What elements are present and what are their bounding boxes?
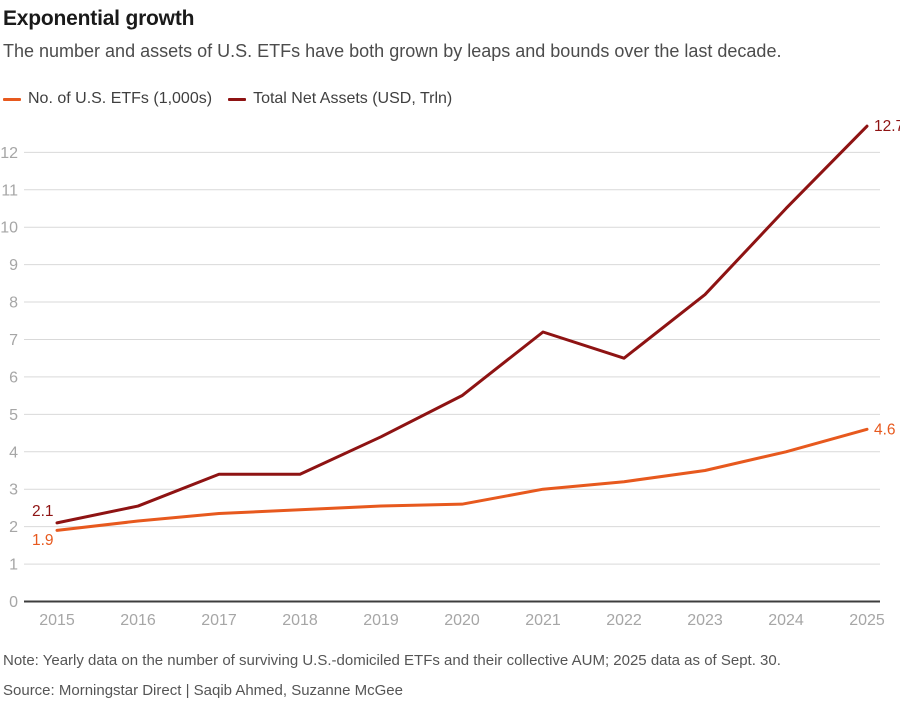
series-first-value-label: 2.1 [32, 503, 54, 520]
y-axis-tick-label: 11 [1, 182, 18, 199]
legend-item-assets: Total Net Assets (USD, Trln) [228, 90, 452, 108]
chart-legend: No. of U.S. ETFs (1,000s) Total Net Asse… [3, 90, 452, 108]
y-axis-tick-label: 1 [9, 557, 18, 574]
y-axis-tick-label: 10 [0, 220, 18, 237]
y-axis-tick-label: 7 [9, 332, 18, 349]
x-axis-tick-label: 2017 [201, 612, 237, 629]
y-axis-tick-label: 5 [9, 407, 18, 424]
x-axis-tick-label: 2022 [606, 612, 642, 629]
y-axis-tick-label: 8 [9, 295, 18, 312]
series-first-value-label: 1.9 [32, 532, 54, 549]
y-axis-tick-label: 9 [9, 257, 18, 274]
series-line [55, 124, 869, 525]
x-axis-tick-label: 2020 [444, 612, 480, 629]
y-axis-tick-label: 6 [9, 369, 18, 386]
x-axis-tick-label: 2015 [39, 612, 75, 629]
legend-label-etfs: No. of U.S. ETFs (1,000s) [28, 90, 213, 107]
y-axis-tick-label: 2 [9, 519, 18, 536]
series-last-value-label: 4.6 [874, 421, 896, 438]
legend-item-etfs: No. of U.S. ETFs (1,000s) [3, 90, 212, 108]
legend-label-assets: Total Net Assets (USD, Trln) [253, 90, 453, 107]
chart-subtitle: The number and assets of U.S. ETFs have … [3, 41, 782, 61]
x-axis-tick-label: 2021 [525, 612, 561, 629]
x-axis-tick-label: 2023 [687, 612, 723, 629]
y-axis-tick-label: 12 [0, 145, 18, 162]
assets-line-swatch-icon [228, 97, 247, 101]
x-axis-tick-label: 2019 [363, 612, 399, 629]
series-last-value-label: 12.7 [874, 118, 900, 135]
x-axis-tick-label: 2018 [282, 612, 318, 629]
etfs-line-swatch-icon [3, 97, 21, 101]
y-axis-tick-label: 4 [9, 444, 18, 461]
x-axis-tick-label: 2016 [120, 612, 156, 629]
y-axis-tick-label: 3 [9, 482, 18, 499]
x-axis-tick-label: 2024 [768, 612, 804, 629]
page-title: Exponential growth [3, 7, 195, 30]
chart-note: Note: Yearly data on the number of survi… [3, 652, 781, 669]
x-axis-tick-label: 2025 [849, 612, 885, 629]
series-line [55, 427, 869, 532]
y-axis-tick-label: 0 [9, 594, 18, 611]
chart-source: Source: Morningstar Direct | Saqib Ahmed… [3, 682, 403, 699]
